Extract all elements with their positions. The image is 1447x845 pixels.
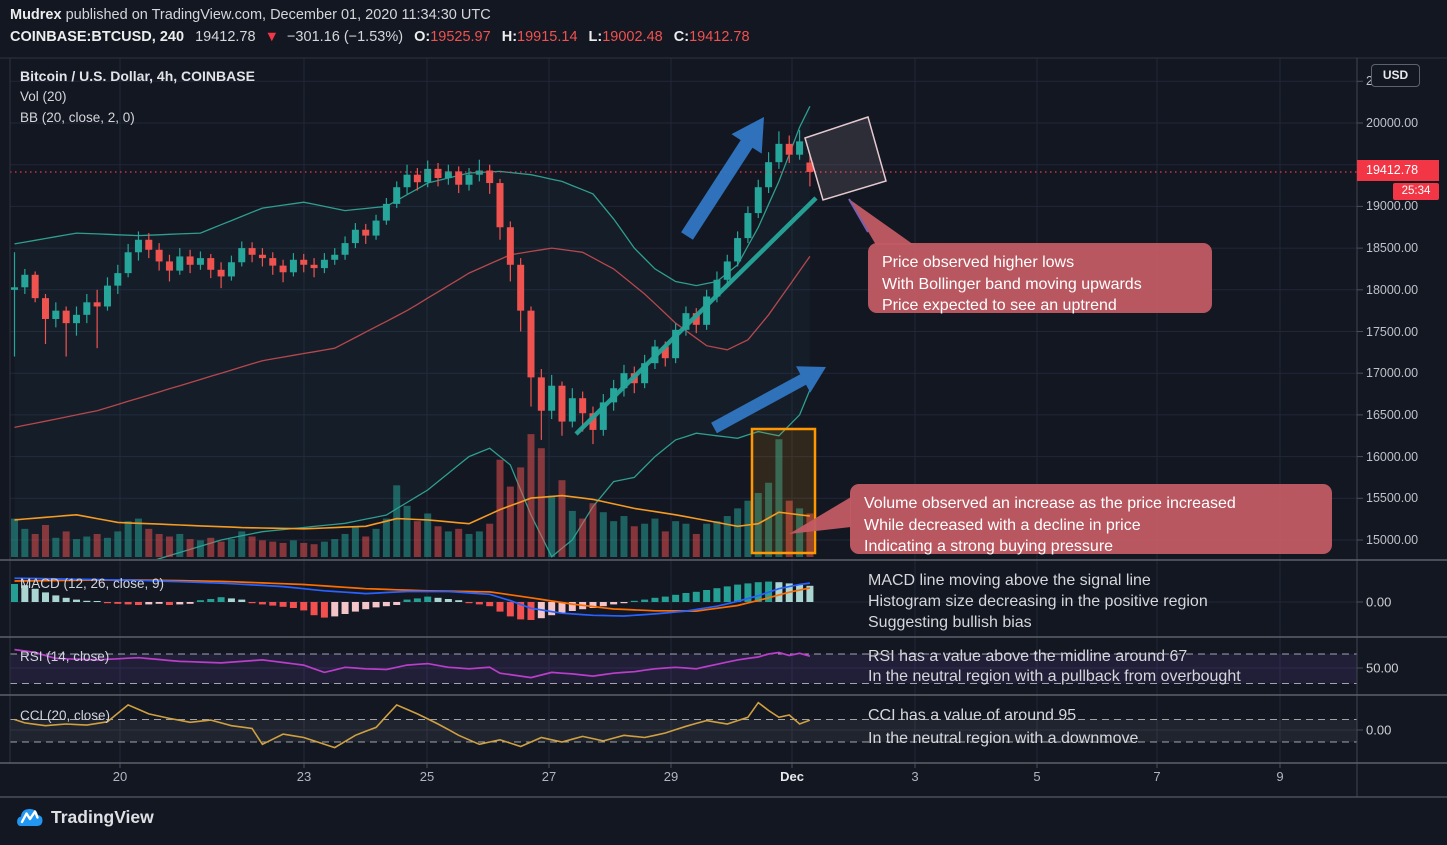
up-arrow-drawing — [711, 366, 826, 434]
time-axis-label: 23 — [296, 769, 312, 784]
volume-annotation-line: While decreased with a decline in price — [864, 516, 1141, 534]
tradingview-cloud-icon — [17, 808, 43, 826]
price-scale-label: 15500.00 — [1366, 491, 1419, 506]
time-axis-label: 25 — [419, 769, 435, 784]
high-value: 19915.14 — [517, 29, 578, 45]
cci-pane-title: CCL(20, close) — [20, 708, 111, 723]
symbol-name: COINBASE:BTCUSD, 240 — [10, 29, 185, 45]
author-name: Mudrex — [10, 7, 62, 23]
price-scale-label: 16500.00 — [1366, 407, 1419, 422]
low-label: L: — [588, 29, 603, 45]
indicator-scale-label: 0.00 — [1366, 722, 1392, 738]
legend-bollinger: BB (20, close, 2, 0) — [20, 110, 135, 125]
price-scale-label: 18500.00 — [1366, 241, 1419, 256]
volume-highlight-box — [750, 427, 817, 555]
price-scale-label: 17000.00 — [1366, 366, 1419, 381]
callout-pointer — [849, 199, 914, 245]
time-axis-label: Dec — [780, 769, 804, 784]
bar-countdown: 25:34 — [1393, 183, 1439, 200]
macd-annotation: MACD line moving above the signal line H… — [868, 572, 1208, 631]
high-label: H: — [501, 29, 518, 45]
tradingview-wordmark: TradingView — [51, 806, 154, 827]
macd-pane-title: MACD (12, 26, close, 9) — [20, 576, 165, 591]
up-arrow-drawing — [681, 117, 764, 240]
down-arrow-icon: ▼ — [264, 29, 279, 45]
price-highlight-box — [804, 116, 887, 201]
byline-text: published on TradingView.com, December 0… — [61, 7, 491, 23]
last-price-label: 19412.78 — [1357, 160, 1439, 181]
byline: Mudrex published on TradingView.com, Dec… — [10, 7, 491, 23]
price-scale-label: 16000.00 — [1366, 449, 1419, 464]
close-value: 19412.78 — [689, 29, 750, 45]
low-value: 19002.48 — [602, 29, 663, 45]
open-value: 19525.97 — [430, 29, 491, 45]
time-axis-label: 29 — [663, 769, 679, 784]
time-axis-label: 7 — [1153, 769, 1161, 784]
price-annotation-box: Price observed higher lows With Bollinge… — [868, 243, 1212, 314]
legend-symbol: Bitcoin / U.S. Dollar, 4h, COINBASE — [20, 68, 255, 84]
time-axis-label: 27 — [541, 769, 557, 784]
currency-toggle[interactable]: USD — [1371, 64, 1420, 87]
price-scale-label: 20000.00 — [1366, 116, 1419, 130]
last-price-value: 19412.78 — [195, 29, 256, 45]
indicator-scale-label: 0.00 — [1366, 594, 1392, 610]
volume-annotation-box: Volume observed an increase as the price… — [850, 484, 1332, 555]
callout-pointer — [789, 497, 851, 534]
open-label: O: — [414, 29, 431, 45]
time-axis-label: 3 — [911, 769, 919, 784]
volume-annotation-line: Volume observed an increase as the price… — [864, 495, 1236, 512]
price-scale-label: 17500.00 — [1366, 324, 1419, 339]
price-scale-label: 19000.00 — [1366, 199, 1419, 214]
time-axis-label: 20 — [112, 769, 128, 784]
price-scale-label: 15000.00 — [1366, 533, 1419, 547]
rsi-annotation: RSI has a value above the midline around… — [868, 648, 1241, 685]
price-annotation-line: Price expected to see an uptrend — [882, 297, 1117, 314]
volume-annotation-line: Indicating a strong buying pressure — [864, 538, 1114, 555]
time-axis-label: 5 — [1033, 769, 1041, 784]
cci-annotation: CCI has a value of around 95 In the neut… — [868, 707, 1139, 747]
tradingview-logo[interactable]: TradingView — [16, 804, 154, 830]
rsi-pane-title: RSI (14, close) — [20, 649, 110, 664]
symbol-info-bar: COINBASE:BTCUSD, 240 19412.78 ▼ −301.16 … — [10, 29, 750, 45]
price-annotation-line: With Bollinger band moving upwards — [882, 275, 1142, 293]
time-axis[interactable]: 20 23 25 27 29 Dec 3 5 7 9 — [0, 763, 1447, 797]
legend-volume: Vol (20) — [20, 89, 67, 104]
time-axis-label: 9 — [1276, 769, 1284, 784]
price-scale-label: 18000.00 — [1366, 282, 1419, 297]
price-annotation-line: Price observed higher lows — [882, 254, 1075, 271]
change-value: −301.16 (−1.53%) — [286, 29, 404, 45]
indicator-scale-label: 50.00 — [1366, 660, 1399, 676]
close-label: C: — [673, 29, 690, 45]
